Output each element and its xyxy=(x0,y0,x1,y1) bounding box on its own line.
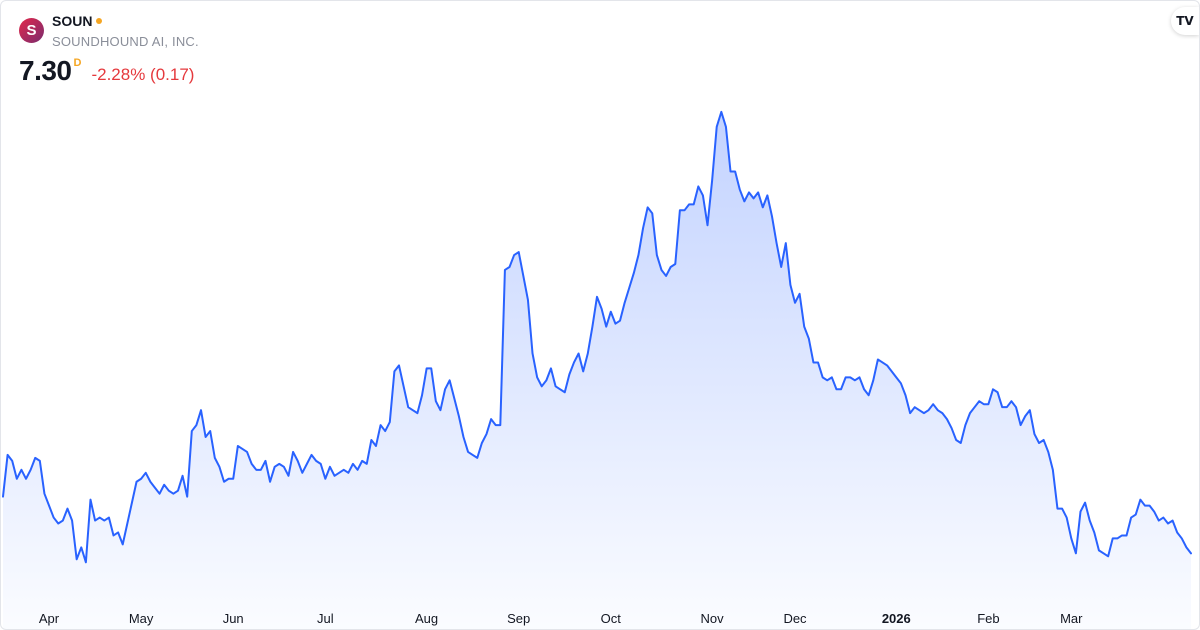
x-tick-label: Nov xyxy=(701,611,725,626)
x-tick-label: Jul xyxy=(317,611,334,626)
market-status-dot xyxy=(96,18,103,24)
x-axis: Apr May Jun Jul Aug Sep Oct Nov Dec 2026 Feb Mar xyxy=(39,611,1083,626)
x-tick-label: Apr xyxy=(39,611,60,626)
x-tick-label: Jun xyxy=(223,611,244,626)
price-line xyxy=(2,110,1192,564)
x-tick-label: Sep xyxy=(507,611,530,626)
interval-badge: D xyxy=(73,57,82,69)
price-area-fill xyxy=(3,111,1191,629)
x-tick-label: Aug xyxy=(415,611,438,626)
company-name: SOUNDHOUND AI, INC. xyxy=(52,34,199,49)
ticker-row: SOUN xyxy=(52,13,103,31)
x-tick-label: May xyxy=(129,611,154,626)
x-tick-label: Mar xyxy=(1060,611,1083,626)
tradingview-logo-icon[interactable]: TV xyxy=(1171,7,1199,35)
x-tick-label: 2026 xyxy=(882,611,911,626)
x-tick-label: Feb xyxy=(977,611,999,626)
price-row: 7.30 D -2.28% (0.17) xyxy=(19,55,194,87)
ticker-symbol[interactable]: SOUN xyxy=(52,13,93,29)
price-change: -2.28% (0.17) xyxy=(91,65,195,84)
last-price: 7.30 xyxy=(19,55,72,86)
company-logo: S xyxy=(19,18,44,43)
x-tick-label: Oct xyxy=(601,611,622,626)
x-tick-label: Dec xyxy=(783,611,807,626)
